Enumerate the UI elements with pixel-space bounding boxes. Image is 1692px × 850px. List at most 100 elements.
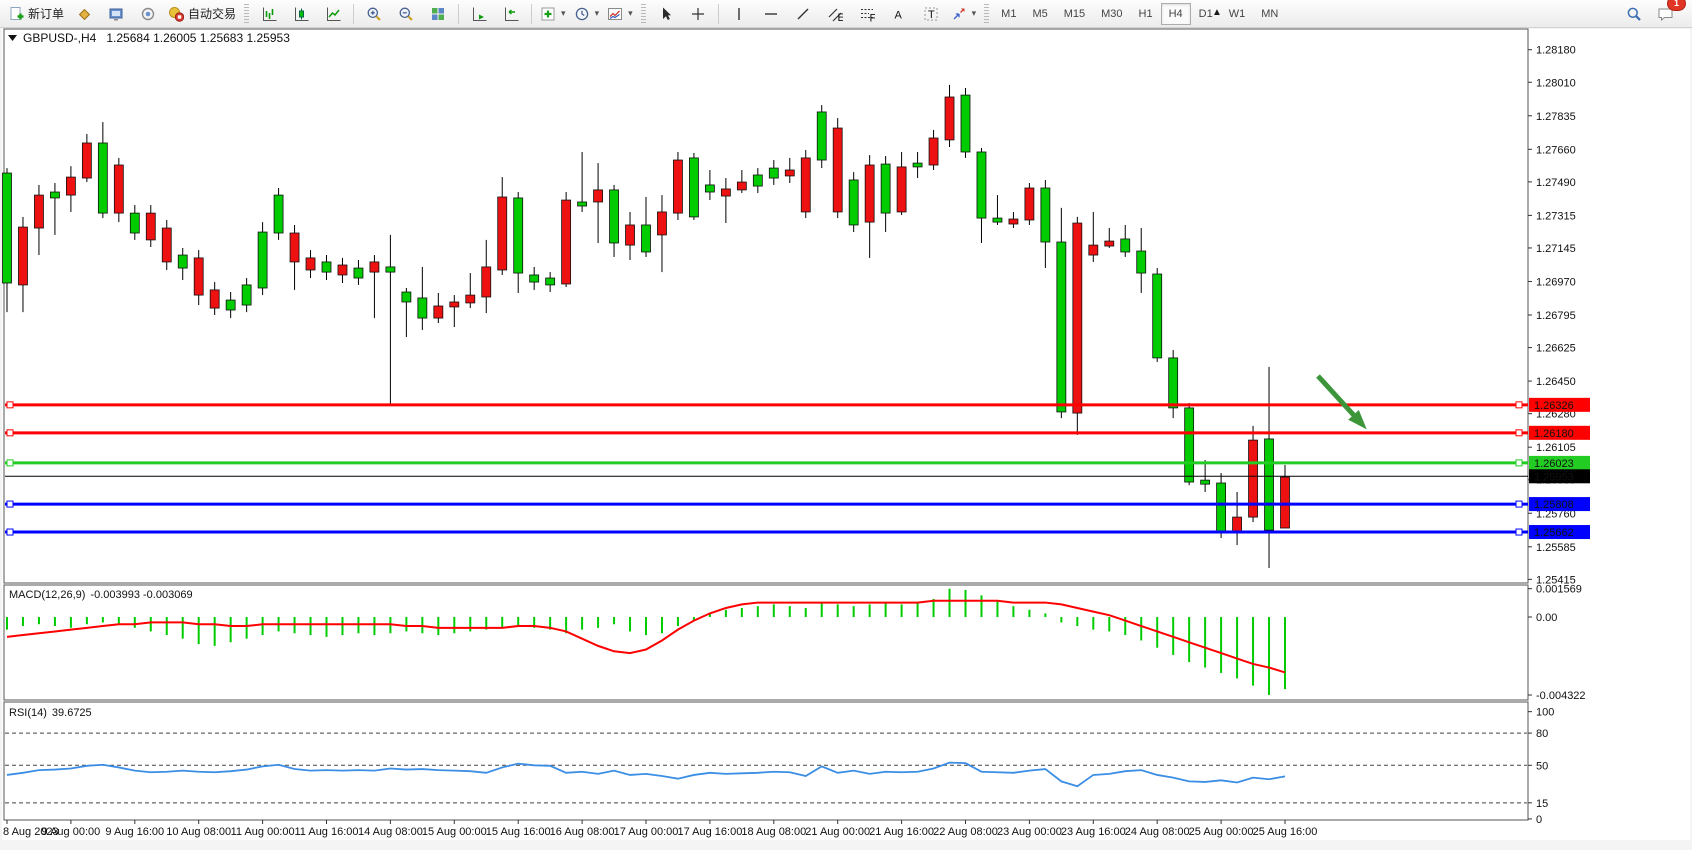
arrows-tool-button[interactable]: ▾ [947, 1, 981, 27]
arrow-annotation[interactable] [1316, 374, 1367, 430]
line-handle[interactable] [1515, 429, 1523, 437]
zoom-out-button[interactable] [390, 1, 422, 27]
candle [1008, 218, 1019, 225]
line-handle[interactable] [6, 500, 14, 508]
date-label: 16 Aug 08:00 [550, 826, 615, 838]
candle [1200, 479, 1211, 485]
price-tick-label: 1.26795 [1536, 310, 1576, 322]
candle [992, 217, 1003, 223]
date-label: 22 Aug 08:00 [933, 826, 998, 838]
price-tick-label: 1.25585 [1536, 542, 1576, 554]
price-tick-label: 1.27490 [1536, 177, 1576, 189]
candle [481, 266, 492, 298]
text-a-icon: A [891, 6, 907, 22]
candle [417, 297, 428, 319]
line-handle[interactable] [6, 429, 14, 437]
market-watch-button[interactable] [132, 1, 164, 27]
candle [561, 199, 572, 285]
crosshair-button[interactable] [682, 1, 714, 27]
price-tag [1529, 397, 1590, 412]
rsi-name: RSI(14) [9, 707, 47, 719]
horizontal-line-button[interactable] [755, 1, 787, 27]
candle [545, 277, 556, 286]
equidistant-channel-button[interactable]: E [819, 1, 851, 27]
line-handle[interactable] [1515, 459, 1523, 467]
vertical-line-icon [731, 6, 747, 22]
price-tick-label: 1.27315 [1536, 210, 1576, 222]
chart-shift-button[interactable] [495, 1, 527, 27]
template-button[interactable]: ▾ [603, 1, 637, 27]
candle [1120, 238, 1131, 253]
notifications-button[interactable]: 1 [1650, 0, 1686, 27]
candle [529, 274, 540, 283]
line-handle[interactable] [6, 459, 14, 467]
auto-scroll-icon [471, 6, 487, 22]
line-handle[interactable] [1515, 528, 1523, 536]
timeframe-H4[interactable]: H4 [1160, 2, 1191, 25]
toolbar-grip [640, 3, 646, 24]
line-chart-mode-button[interactable] [317, 1, 349, 27]
vertical-line-button[interactable] [723, 1, 755, 27]
candle [257, 231, 268, 289]
line-handle[interactable] [6, 528, 14, 536]
price-tick-label: 1.27145 [1536, 243, 1576, 255]
timeframe-D1[interactable]: D1 [1198, 7, 1213, 20]
candlestick-icon [293, 6, 309, 22]
zoom-in-button[interactable] [358, 1, 390, 27]
line-handle[interactable] [1515, 500, 1523, 508]
line-handle[interactable] [1515, 401, 1523, 409]
candlestick-mode-button[interactable] [285, 1, 317, 27]
text-button[interactable]: A [883, 1, 915, 27]
price-tick-label: 1.26625 [1536, 343, 1576, 355]
add-indicator-button[interactable]: ▾ [536, 1, 570, 27]
zoom-out-icon [398, 6, 414, 22]
svg-text:E: E [837, 12, 843, 22]
candle [1152, 273, 1163, 359]
bar-chart-mode-button[interactable] [253, 1, 285, 27]
price-tag [1529, 469, 1590, 484]
new-order-button[interactable]: 新订单 [4, 1, 68, 27]
auto-scroll-button[interactable] [463, 1, 495, 27]
macd-signal-line [6, 599, 1286, 674]
arrow-head[interactable] [1348, 410, 1367, 430]
line-handle[interactable] [6, 401, 14, 409]
timeframe-M30[interactable]: M30 [1101, 7, 1123, 20]
search-button[interactable] [1618, 1, 1650, 27]
toolbar-grip [984, 3, 990, 24]
tile-windows-button[interactable] [422, 1, 454, 27]
arrows-icon [951, 6, 967, 22]
arrow-shaft[interactable] [1316, 374, 1362, 424]
chart-title-collapse-icon[interactable] [8, 35, 17, 41]
date-label: 24 Aug 08:00 [1125, 826, 1190, 838]
candle [864, 164, 875, 223]
timeframe-group: M1 M5 M15 M30 H1 H4 D1 W1 MN [993, 2, 1286, 25]
timeframe-W1[interactable]: W1 [1228, 7, 1246, 20]
rsi-tick-label: 80 [1536, 728, 1548, 740]
candle [209, 289, 220, 309]
timeframe-H1[interactable]: H1 [1138, 7, 1153, 20]
terminal-button[interactable] [100, 1, 132, 27]
period-clock-button[interactable]: ▾ [570, 1, 604, 27]
trendline-button[interactable] [787, 1, 819, 27]
timeframe-M1[interactable]: M1 [1001, 7, 1017, 20]
price-tag-label: 1.25662 [1534, 527, 1574, 539]
candle [880, 163, 891, 214]
date-label: 23 Aug 00:00 [997, 826, 1062, 838]
timeframe-MN[interactable]: MN [1261, 7, 1279, 20]
autotrading-button[interactable]: 自动交易 [164, 1, 240, 27]
price-tag-label: 1.25953 [1534, 471, 1574, 483]
candle [321, 261, 332, 273]
candle [1184, 407, 1195, 483]
candle [752, 174, 763, 187]
cursor-button[interactable] [650, 1, 682, 27]
fibonacci-button[interactable]: F [851, 1, 883, 27]
candle [896, 166, 907, 213]
metaeditor-button[interactable] [68, 1, 100, 27]
timeframe-M15[interactable]: M15 [1063, 7, 1086, 20]
timeframe-M5[interactable]: M5 [1032, 7, 1048, 20]
candle [768, 167, 779, 179]
autotrading-label: 自动交易 [188, 7, 237, 21]
macd-tick-label: 0.00 [1536, 612, 1557, 624]
collapse-marker-icon[interactable]: ▲ [1212, 7, 1222, 18]
text-label-button[interactable]: T [915, 1, 947, 27]
